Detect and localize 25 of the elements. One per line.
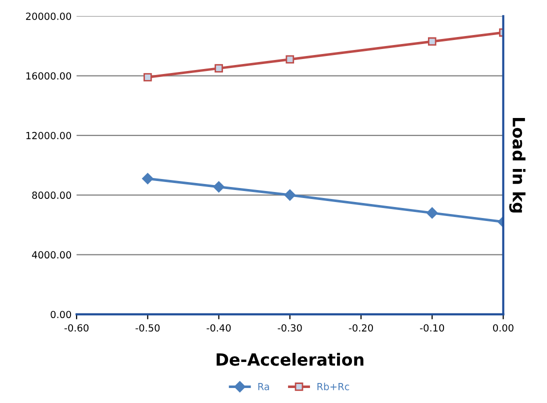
y-tick-label: 8000.00 (32, 192, 72, 199)
y-tick-label: 4000.00 (32, 251, 72, 259)
x-axis-title: De-Acceleration (216, 352, 364, 366)
x-tick-label: -0.30 (278, 324, 302, 332)
point (142, 173, 154, 184)
point (144, 73, 152, 82)
x-tick-label: 0.00 (493, 324, 514, 332)
y-tick-label: 16000.00 (26, 72, 72, 80)
x-tick-label: -0.20 (348, 324, 373, 332)
x-tick-label: -0.50 (136, 324, 160, 332)
point (284, 189, 296, 201)
point (214, 64, 223, 72)
y-tick-label: 20000.00 (26, 12, 72, 20)
legend-label: Ra (258, 383, 269, 390)
point (213, 181, 224, 192)
point (428, 37, 436, 46)
legend-label: Rb+Rc (317, 382, 350, 390)
x-tick-label: -0.60 (64, 324, 89, 332)
y-axis-title: Load in kg (509, 118, 526, 213)
y-tick-label: 0.00 (50, 310, 72, 318)
point (286, 55, 294, 64)
x-tick-label: -0.40 (206, 324, 231, 332)
y-tick-label: 12000.00 (26, 132, 72, 140)
point (426, 207, 438, 219)
x-tick-label: -0.10 (420, 324, 444, 332)
